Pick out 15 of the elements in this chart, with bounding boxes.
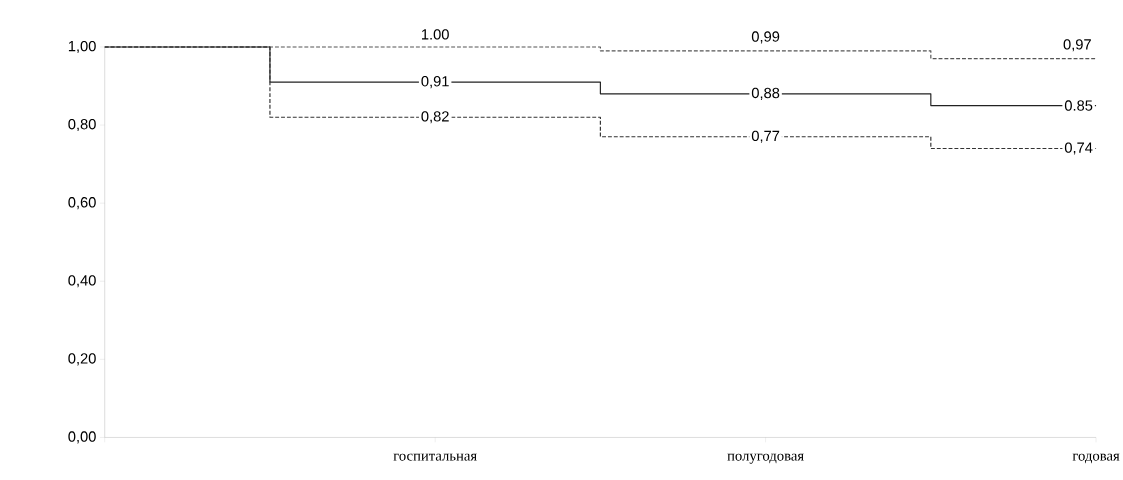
y-tick-label: 0,60 <box>68 197 96 210</box>
data-label: 0,97 <box>1063 39 1091 52</box>
data-label: 0,74 <box>1064 142 1093 155</box>
data-label: 0,82 <box>421 111 449 124</box>
x-tick-label: госпитальная <box>393 453 477 461</box>
y-tick-label: 0,00 <box>68 431 96 444</box>
y-tick-label: 0,20 <box>68 353 96 366</box>
data-label: 1.00 <box>422 29 449 40</box>
x-tick-label: полугодовая <box>727 453 804 464</box>
y-tick-label: 0,80 <box>68 119 96 132</box>
y-tick-label: 1,00 <box>68 41 96 54</box>
data-label: 0,77 <box>751 130 780 144</box>
data-label: 0,99 <box>751 31 780 44</box>
y-tick-label: 0,40 <box>68 275 96 288</box>
x-tick-label: годовая <box>1072 453 1120 464</box>
